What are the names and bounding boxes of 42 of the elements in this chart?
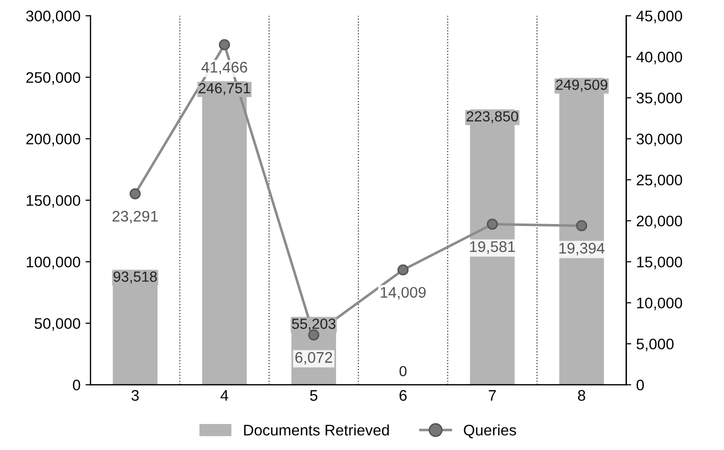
data-label: 41,466 [201, 62, 248, 74]
y2-tick-label: 35,000 [636, 92, 682, 106]
y-tick-label: 50,000 [34, 318, 80, 331]
point [576, 220, 588, 232]
point [130, 188, 141, 200]
data-label: 19,581 [470, 241, 515, 254]
data-label: 19,394 [559, 242, 605, 256]
y2-tick-label: 40,000 [636, 52, 682, 64]
legend-label: Queries [464, 424, 516, 438]
x-tick-label: 7 [488, 390, 496, 401]
y2-tick-label: 0 [636, 380, 644, 390]
x-tick-label: 4 [220, 390, 228, 401]
data-label: 23,291 [112, 210, 158, 224]
point [397, 264, 409, 276]
y-tick-label: 300,000 [26, 10, 80, 24]
x-tick-label: 5 [310, 390, 318, 401]
data-label: 223,850 [466, 111, 518, 124]
y2-tick-label: 10,000 [637, 298, 682, 310]
y2-tick-label: 5,000 [636, 338, 674, 352]
y-tick-label: 250,000 [26, 72, 80, 85]
data-label: 246,751 [198, 83, 250, 96]
y2-tick-label: 15,000 [637, 256, 682, 270]
y2-tick-label: 25,000 [636, 174, 682, 188]
data-label: 14,009 [380, 286, 426, 300]
data-label: 249,509 [556, 80, 608, 92]
y2-tick-label: 45,000 [636, 10, 682, 24]
y2-tick-label: 20,000 [636, 216, 682, 228]
y-tick-label: 0 [72, 380, 80, 390]
y2-tick-label: 30,000 [636, 134, 682, 146]
data-label: 0 [400, 366, 407, 376]
y-tick-label: 150,000 [26, 195, 80, 208]
y-tick-label: 200,000 [26, 134, 80, 146]
data-label: 6,072 [295, 352, 332, 365]
data-label: 55,203 [292, 318, 336, 331]
x-tick-label: 6 [400, 390, 407, 401]
point [486, 218, 498, 230]
data-label: 93,518 [114, 271, 157, 284]
legend-label: Documents Retrieved [244, 424, 389, 436]
x-tick-label: 3 [131, 390, 139, 401]
point [218, 39, 230, 50]
x-tick-label: 8 [578, 390, 586, 401]
y-tick-label: 100,000 [26, 256, 80, 270]
